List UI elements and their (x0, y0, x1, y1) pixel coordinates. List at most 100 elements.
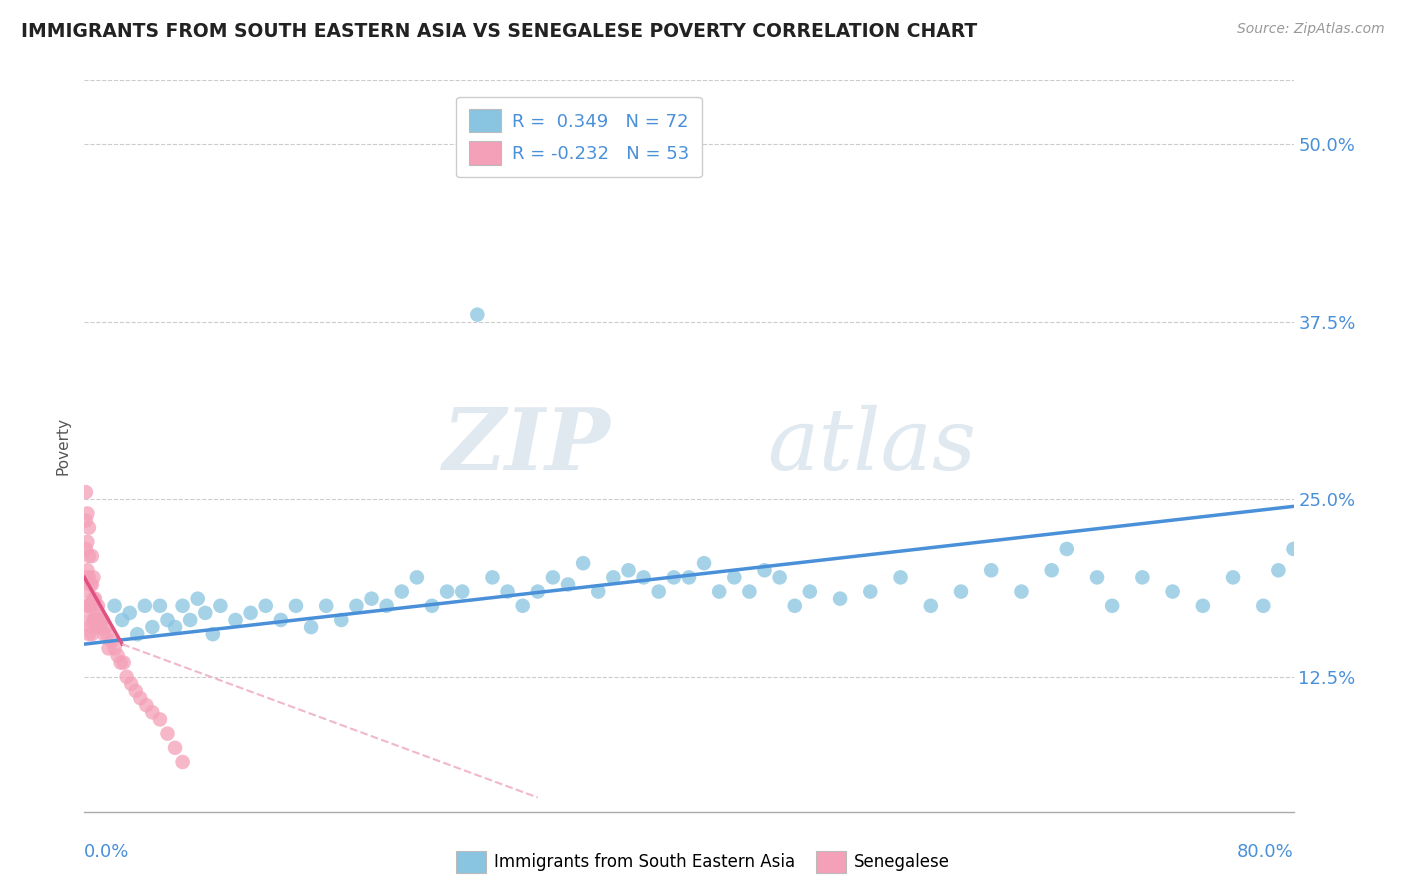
Point (156, 613, 179, 627)
Point (82, 591, 104, 606)
Point (330, 613, 353, 627)
Point (201, 627, 224, 641)
Point (86, 606, 108, 620)
Point (315, 599, 337, 613)
Point (129, 691, 152, 706)
Point (135, 698, 157, 713)
Point (194, 606, 217, 620)
Point (77, 549, 100, 563)
Point (481, 570, 503, 584)
Point (709, 584, 731, 599)
Point (1130, 570, 1153, 584)
Point (920, 599, 942, 613)
Point (76, 534, 98, 549)
Point (738, 584, 761, 599)
Point (270, 613, 292, 627)
Point (141, 620, 163, 634)
Text: 80.0%: 80.0% (1237, 843, 1294, 861)
Point (1161, 584, 1184, 599)
Point (662, 570, 685, 584)
Point (541, 570, 564, 584)
Point (1011, 584, 1033, 599)
Point (496, 584, 519, 599)
Point (77, 599, 100, 613)
Point (1222, 570, 1244, 584)
Point (1192, 599, 1215, 613)
Point (89, 613, 111, 627)
Point (527, 584, 550, 599)
Point (75, 541, 97, 556)
Point (165, 620, 187, 634)
Point (799, 584, 821, 599)
Point (84, 591, 107, 606)
Point (149, 713, 172, 727)
Point (648, 584, 671, 599)
Point (557, 577, 579, 591)
Point (769, 570, 792, 584)
Point (112, 656, 135, 670)
Point (76, 563, 98, 577)
Point (209, 599, 232, 613)
Point (436, 584, 458, 599)
Point (783, 599, 806, 613)
Point (420, 599, 443, 613)
Text: IMMIGRANTS FROM SOUTH EASTERN ASIA VS SENEGALESE POVERTY CORRELATION CHART: IMMIGRANTS FROM SOUTH EASTERN ASIA VS SE… (21, 22, 977, 41)
Point (75, 570, 97, 584)
Point (141, 706, 163, 720)
Point (149, 599, 172, 613)
Point (693, 556, 716, 570)
Point (588, 584, 610, 599)
Point (93, 627, 115, 641)
Point (1253, 599, 1275, 613)
Point (1101, 599, 1123, 613)
Point (87, 620, 110, 634)
Point (76, 613, 98, 627)
Point (467, 308, 489, 322)
Point (406, 570, 429, 584)
Point (111, 613, 134, 627)
Point (134, 599, 156, 613)
Point (104, 641, 127, 656)
Point (107, 648, 129, 663)
Point (172, 755, 194, 769)
Point (172, 599, 194, 613)
Point (830, 591, 852, 606)
Point (118, 606, 141, 620)
Point (110, 656, 132, 670)
Point (79, 620, 101, 634)
Point (360, 591, 382, 606)
Point (91, 613, 114, 627)
Point (75, 485, 97, 500)
Point (890, 570, 912, 584)
Point (859, 584, 882, 599)
Point (80, 627, 103, 641)
Point (1056, 541, 1078, 556)
Text: 0.0%: 0.0% (84, 843, 129, 861)
Point (76, 507, 98, 521)
Point (375, 599, 398, 613)
Point (391, 584, 413, 599)
Point (100, 634, 122, 648)
Point (84, 613, 107, 627)
Point (97, 641, 120, 656)
Point (165, 740, 187, 755)
Point (87, 599, 110, 613)
Point (678, 570, 700, 584)
Text: atlas: atlas (768, 405, 977, 487)
Point (1040, 563, 1063, 577)
Point (254, 599, 277, 613)
Point (633, 570, 655, 584)
Point (602, 570, 624, 584)
Point (115, 670, 138, 684)
Point (82, 570, 104, 584)
Point (239, 606, 262, 620)
Point (77, 627, 100, 641)
Point (156, 726, 179, 740)
Point (77, 521, 100, 535)
Point (125, 684, 148, 698)
Point (512, 599, 534, 613)
Point (96, 627, 118, 641)
Point (980, 563, 1002, 577)
Point (299, 620, 322, 634)
Point (94, 620, 117, 634)
